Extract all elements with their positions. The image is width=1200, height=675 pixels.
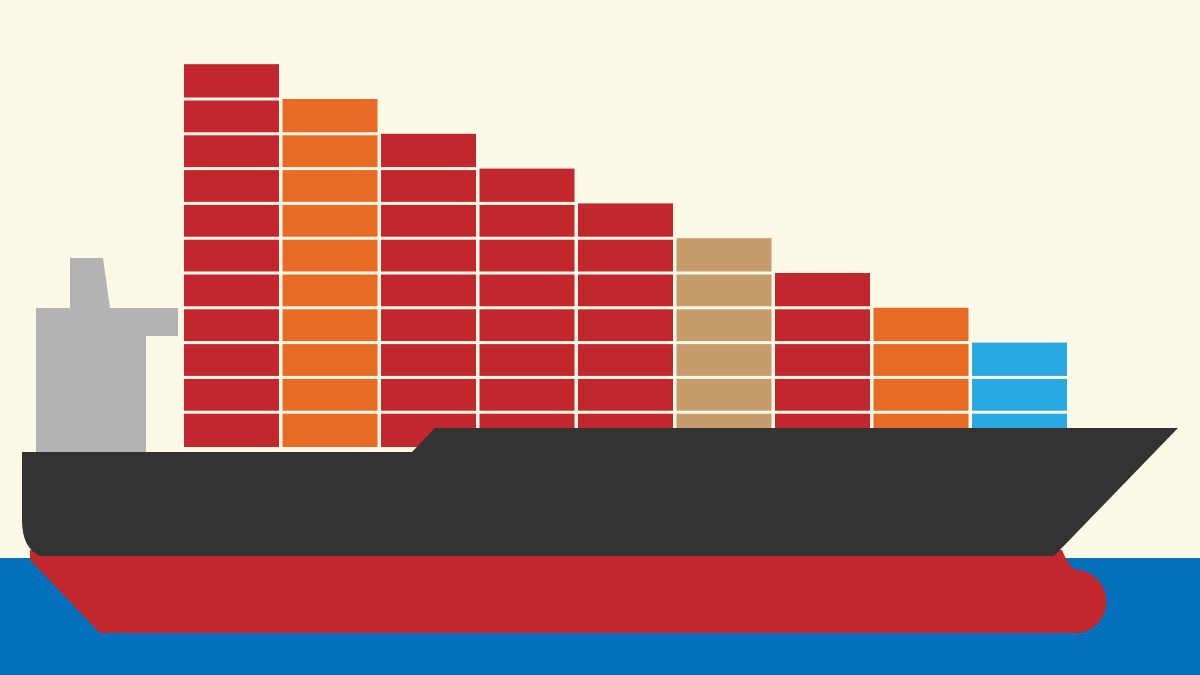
container-divider xyxy=(775,410,870,414)
container-stack xyxy=(873,307,969,447)
container-divider xyxy=(578,375,673,379)
container-divider xyxy=(282,167,378,171)
container-divider xyxy=(676,271,772,275)
container-stack xyxy=(381,133,476,448)
container-divider xyxy=(479,341,575,345)
container-divider xyxy=(578,271,673,275)
container-stack-body xyxy=(184,64,279,447)
container-divider xyxy=(676,341,772,345)
container-divider xyxy=(381,167,476,171)
container-divider xyxy=(873,410,969,414)
container-divider xyxy=(381,410,476,414)
container-stacks xyxy=(184,64,1067,448)
container-divider xyxy=(578,306,673,310)
container-divider xyxy=(381,236,476,240)
container-stack xyxy=(578,203,673,447)
container-divider xyxy=(479,410,575,414)
container-divider xyxy=(184,167,279,171)
container-divider xyxy=(282,236,378,240)
container-divider xyxy=(578,236,673,240)
container-divider xyxy=(184,306,279,310)
container-divider xyxy=(578,341,673,345)
container-divider xyxy=(479,306,575,310)
container-divider xyxy=(676,375,772,379)
container-divider xyxy=(282,271,378,275)
container-stack xyxy=(775,273,870,447)
container-stack-body xyxy=(381,133,476,448)
container-divider xyxy=(282,306,378,310)
container-divider xyxy=(775,306,870,310)
container-divider xyxy=(184,375,279,379)
container-stack xyxy=(282,99,378,447)
container-divider xyxy=(282,341,378,345)
ship-hull-lower xyxy=(30,550,1107,633)
container-divider xyxy=(184,132,279,136)
container-divider xyxy=(381,341,476,345)
bridge-tower xyxy=(36,258,178,452)
container-stack xyxy=(184,64,279,447)
container-divider xyxy=(381,375,476,379)
container-divider xyxy=(972,410,1067,414)
container-divider xyxy=(775,341,870,345)
container-stack-body xyxy=(775,273,870,447)
ship-hull-upper xyxy=(22,428,1178,556)
container-divider xyxy=(479,201,575,205)
container-divider xyxy=(282,410,378,414)
container-divider xyxy=(184,97,279,101)
container-divider xyxy=(184,410,279,414)
container-divider xyxy=(873,341,969,345)
container-divider xyxy=(282,201,378,205)
container-divider xyxy=(676,306,772,310)
container-stack-body xyxy=(578,203,673,447)
container-divider xyxy=(381,271,476,275)
ship-superstructure xyxy=(36,258,178,452)
container-stack xyxy=(676,238,772,447)
container-divider xyxy=(578,410,673,414)
container-divider xyxy=(381,306,476,310)
container-divider xyxy=(873,375,969,379)
container-divider xyxy=(282,132,378,136)
container-stack xyxy=(479,168,575,447)
container-divider xyxy=(184,341,279,345)
container-divider xyxy=(479,236,575,240)
container-divider xyxy=(775,375,870,379)
container-divider xyxy=(184,201,279,205)
container-divider xyxy=(184,271,279,275)
container-divider xyxy=(676,410,772,414)
container-divider xyxy=(282,375,378,379)
container-divider xyxy=(184,236,279,240)
container-divider xyxy=(479,271,575,275)
container-divider xyxy=(381,201,476,205)
container-divider xyxy=(479,375,575,379)
container-divider xyxy=(972,375,1067,379)
